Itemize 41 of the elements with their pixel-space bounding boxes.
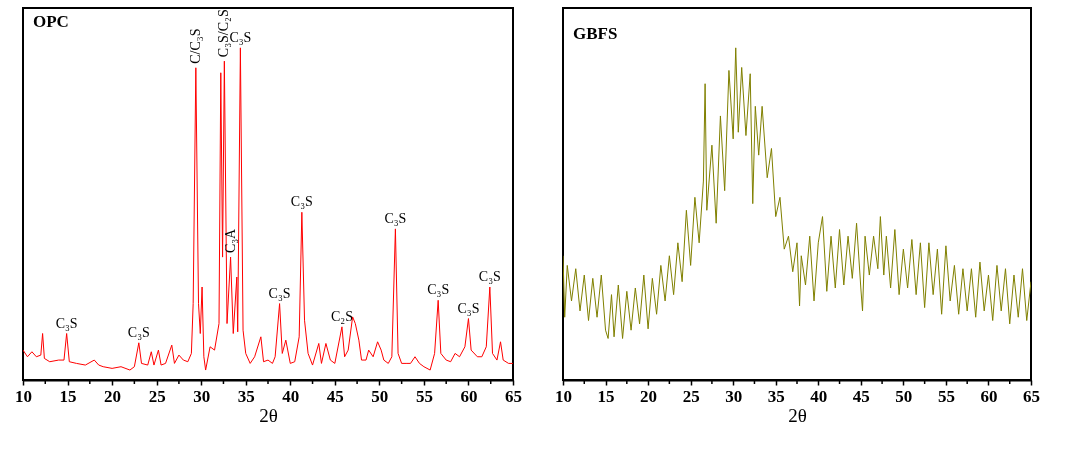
x-tick-label: 60 (980, 386, 998, 406)
x-tick-label: 45 (326, 386, 344, 406)
annotation: C₃S (229, 29, 252, 45)
x-tick-label: 10 (15, 386, 32, 406)
x-tick-label: 30 (725, 386, 743, 406)
x-tick-label: 50 (895, 386, 913, 406)
x-tick-label: 20 (640, 386, 658, 406)
chart-title: OPC (33, 12, 69, 31)
x-tick-label: 55 (415, 386, 433, 406)
x-tick-label: 35 (237, 386, 255, 406)
annotation: C₃S (127, 324, 150, 340)
x-tick-label: 55 (937, 386, 955, 406)
annotation: C₃S (384, 210, 407, 226)
x-tick-label: 40 (282, 386, 300, 406)
annotation: C₃S (268, 285, 291, 301)
x-tick-label: 50 (371, 386, 389, 406)
x-axis-title: 2θ (788, 404, 807, 426)
annotation: C₃S/C₂S (216, 9, 232, 58)
annotation: C₃S (427, 282, 450, 298)
x-tick-label: 65 (1023, 386, 1040, 406)
x-tick-label: 25 (682, 386, 700, 406)
x-tick-label: 25 (148, 386, 166, 406)
chart-title: GBFS (573, 24, 618, 43)
x-tick-label: 45 (852, 386, 870, 406)
annotation: C₃A (222, 227, 238, 254)
x-tick-label: 30 (193, 386, 211, 406)
x-tick-label: 60 (460, 386, 478, 406)
annotation: C₃S (478, 269, 501, 284)
x-tick-label: 15 (59, 386, 77, 406)
annotation: C/C₃S (187, 28, 203, 64)
annotation: C₃S (55, 315, 78, 331)
x-axis-title: 2θ (259, 404, 278, 426)
annotation: C₃S (290, 194, 313, 210)
x-tick-label: 10 (555, 386, 572, 406)
x-tick-label: 15 (597, 386, 615, 406)
x-tick-label: 40 (810, 386, 828, 406)
x-tick-label: 35 (767, 386, 785, 406)
x-tick-label: 20 (104, 386, 122, 406)
annotation: C₂S (330, 308, 353, 324)
x-tick-label: 65 (505, 386, 522, 406)
annotation: C₃S (457, 300, 480, 316)
